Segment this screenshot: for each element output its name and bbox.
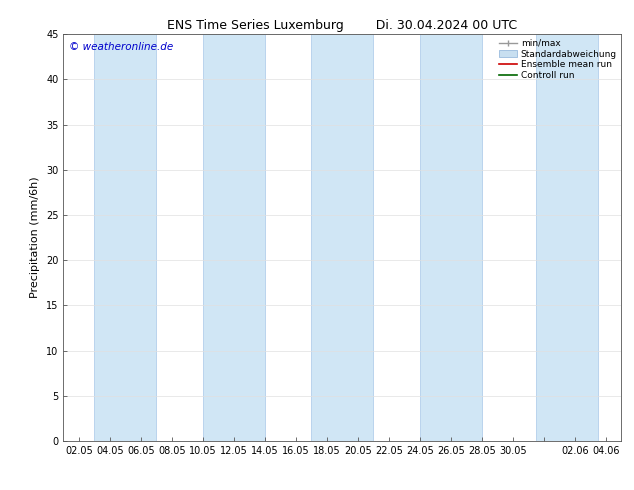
Bar	[203, 34, 265, 441]
Bar	[94, 34, 157, 441]
Y-axis label: Precipitation (mm/6h): Precipitation (mm/6h)	[30, 177, 41, 298]
Title: ENS Time Series Luxemburg        Di. 30.04.2024 00 UTC: ENS Time Series Luxemburg Di. 30.04.2024…	[167, 19, 517, 32]
Bar	[311, 34, 373, 441]
Bar	[536, 34, 598, 441]
Legend: min/max, Standardabweichung, Ensemble mean run, Controll run: min/max, Standardabweichung, Ensemble me…	[497, 37, 619, 82]
Text: © weatheronline.de: © weatheronline.de	[69, 43, 173, 52]
Bar	[420, 34, 482, 441]
